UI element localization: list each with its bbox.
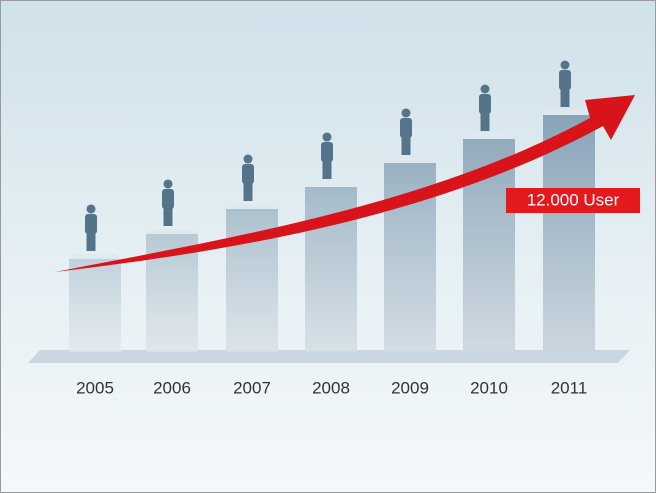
x-tick-label: 2011 — [551, 378, 588, 397]
bar-top — [226, 204, 278, 210]
person-head — [163, 179, 173, 189]
person-silhouette — [321, 132, 333, 180]
person-legs — [86, 232, 96, 251]
bar-top — [543, 110, 595, 115]
bar-top — [305, 182, 357, 188]
label-group: 2005 2006 2007 2008 2009 2010 2011 — [76, 378, 587, 397]
person-body — [162, 188, 174, 209]
person-silhouette — [242, 154, 254, 202]
platform — [28, 350, 630, 363]
bar-shade — [543, 115, 595, 352]
person-head — [243, 154, 253, 164]
bar-top — [384, 157, 436, 163]
person-head — [322, 132, 332, 142]
person-legs — [163, 207, 173, 226]
annotation: 12.000 User — [527, 190, 620, 209]
person-legs — [480, 112, 490, 131]
bar-top — [69, 253, 121, 259]
person-legs — [401, 136, 411, 155]
person-head — [86, 204, 96, 214]
bar-top — [463, 133, 515, 139]
person-head — [480, 84, 490, 94]
bar-top — [146, 228, 198, 234]
person-body — [321, 142, 333, 163]
person-body — [242, 164, 254, 185]
person-body — [85, 213, 97, 234]
person-legs — [243, 183, 253, 202]
x-tick-label: 2006 — [153, 378, 191, 397]
person-head — [401, 108, 411, 118]
person-silhouette — [479, 84, 491, 131]
bar-shade — [69, 258, 121, 352]
x-tick-label: 2008 — [312, 378, 350, 397]
x-tick-label: 2009 — [391, 378, 429, 397]
person-silhouette — [162, 179, 174, 226]
person-body — [479, 93, 491, 114]
x-tick-label: 2007 — [233, 378, 271, 397]
person-silhouette — [85, 204, 97, 251]
person-silhouette — [559, 60, 571, 107]
person-body — [559, 70, 571, 90]
person-legs — [560, 89, 570, 107]
x-tick-label: 2010 — [470, 378, 508, 397]
x-tick-label: 2005 — [76, 378, 114, 397]
person-legs — [322, 161, 332, 180]
person-body — [400, 117, 412, 138]
annotation-box — [506, 188, 640, 213]
person-head — [560, 60, 570, 70]
people-group — [85, 60, 571, 251]
person-silhouette — [400, 108, 412, 155]
